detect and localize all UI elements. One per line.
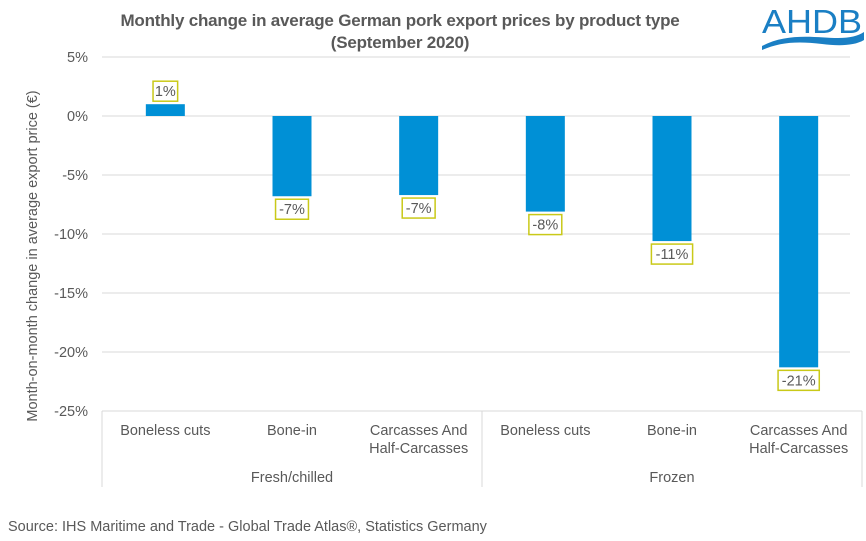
y-tick-label: -20%: [54, 345, 88, 361]
data-label: 1%: [155, 84, 176, 100]
chart-title: Monthly change in average German pork ex…: [30, 10, 770, 54]
y-tick-label: 0%: [67, 109, 88, 125]
data-label: -7%: [279, 202, 305, 218]
y-tick-label: 5%: [67, 50, 88, 66]
data-label-box: [650, 243, 694, 265]
y-tick-label: -15%: [54, 286, 88, 302]
bar: [399, 116, 439, 196]
x-tick-label: Boneless cuts: [120, 423, 210, 439]
data-label-box: [152, 80, 179, 102]
bar: [652, 116, 692, 242]
data-label: -7%: [406, 201, 432, 217]
data-label: -21%: [782, 373, 816, 389]
y-tick-label: -25%: [54, 404, 88, 420]
x-tick-label: Half-Carcasses: [749, 441, 848, 457]
x-tick-label: Bone-in: [267, 423, 317, 439]
data-label: -8%: [532, 218, 558, 234]
bar: [145, 104, 185, 116]
y-tick-label: -5%: [62, 168, 88, 184]
ahdb-logo-wave: [762, 32, 864, 50]
data-label-box: [274, 198, 310, 220]
x-tick-label: Carcasses And: [750, 423, 848, 439]
bar: [525, 116, 565, 212]
group-label: Fresh/chilled: [251, 470, 333, 486]
data-label-box: [777, 369, 821, 392]
data-label: -11%: [656, 247, 689, 263]
chart-title-line2: (September 2020): [330, 33, 470, 52]
group-label: Frozen: [649, 470, 694, 486]
x-tick-label: Carcasses And: [370, 423, 468, 439]
ahdb-logo-text: AHDB: [762, 3, 862, 40]
x-tick-label: Bone-in: [647, 423, 697, 439]
source-note: Source: IHS Maritime and Trade - Global …: [8, 519, 487, 535]
data-label-box: [401, 197, 436, 219]
chart-title-line1: Monthly change in average German pork ex…: [120, 11, 680, 30]
x-tick-label: Half-Carcasses: [369, 441, 468, 457]
data-label-box: [528, 213, 563, 236]
bar: [779, 116, 819, 368]
y-tick-label: -10%: [54, 227, 88, 243]
bar: [272, 116, 312, 197]
x-tick-label: Boneless cuts: [500, 423, 590, 439]
ahdb-logo: AHDB: [762, 3, 864, 50]
